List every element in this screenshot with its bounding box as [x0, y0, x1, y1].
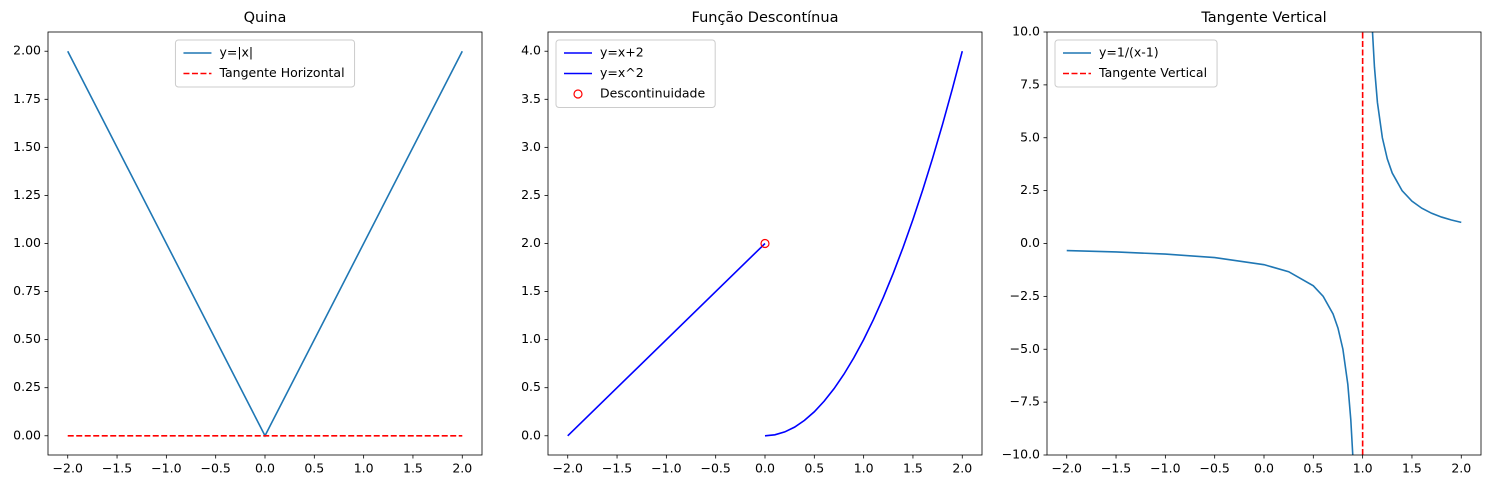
x-tick-label: 1.5 — [1402, 461, 1422, 476]
x-tick-label: −0.5 — [201, 461, 231, 476]
legend-box — [174, 39, 356, 88]
x-tick-label: 1.0 — [854, 461, 874, 476]
y-tick-label: 0.75 — [13, 283, 41, 298]
legend-label: Descontinuidade — [600, 86, 705, 101]
plot-area — [567, 51, 964, 437]
plot-area — [1066, 32, 1462, 455]
legend-box — [1054, 39, 1218, 88]
x-tick-label: −1.0 — [651, 461, 681, 476]
y-tick-label: −10.0 — [1002, 447, 1040, 462]
legend-label: Tangente Horizontal — [218, 65, 344, 80]
y-tick-label: 1.50 — [13, 139, 41, 154]
y-tick-label: 3.0 — [521, 139, 541, 154]
x-tick-label: 1.0 — [354, 461, 374, 476]
x-tick-label: −0.5 — [1200, 461, 1230, 476]
x-tick-label: −1.0 — [151, 461, 181, 476]
y-tick-label: 10.0 — [1012, 24, 1040, 39]
x-tick-label: 2.0 — [952, 461, 972, 476]
x-tick-label: −1.5 — [1101, 461, 1131, 476]
x-tick-label: −1.0 — [1150, 461, 1180, 476]
subplot-title: Função Descontínua — [692, 10, 839, 26]
y-tick-label: 1.00 — [13, 235, 41, 250]
y-tick-label: 2.00 — [13, 43, 41, 58]
y-tick-label: 1.25 — [13, 187, 41, 202]
plot-area — [67, 50, 463, 438]
subplot-title: Tangente Vertical — [1200, 10, 1326, 26]
subplot: Função Descontínua −2.0 −1.5 −1.0 −0.5 0.0 0.5… — [521, 10, 983, 476]
legend-label: y=|x| — [219, 45, 253, 60]
x-tick-label: 1.5 — [903, 461, 923, 476]
line — [764, 51, 964, 437]
y-tick-label: 0.25 — [13, 379, 41, 394]
y-tick-label: 1.0 — [521, 331, 541, 346]
marker — [760, 238, 770, 249]
axes-frame — [1046, 31, 1482, 456]
x-tick-label: 0.0 — [1254, 461, 1274, 476]
x-tick-label: −2.0 — [1052, 461, 1082, 476]
legend-label: y=1/(x-1) — [1099, 45, 1159, 60]
legend-label: Tangente Vertical — [1098, 65, 1207, 80]
y-tick-label: 5.0 — [1020, 129, 1040, 144]
y-tick-label: −2.5 — [1010, 288, 1040, 303]
x-tick-label: 1.5 — [403, 461, 423, 476]
subplot-title: Quina — [244, 10, 287, 26]
x-tick-label: −0.5 — [701, 461, 731, 476]
legend-box — [555, 39, 716, 108]
x-tick-label: 2.0 — [452, 461, 472, 476]
x-tick-label: −2.0 — [553, 461, 583, 476]
legend: y=x+2 y=x^2 Descontinuidade — [555, 39, 716, 108]
x-tick-label: −1.5 — [602, 461, 632, 476]
y-tick-label: 0.0 — [1020, 235, 1040, 250]
y-tick-label: 1.5 — [521, 283, 541, 298]
axes-frame — [47, 31, 483, 456]
y-tick-label: −7.5 — [1010, 394, 1040, 409]
axes-frame — [547, 31, 983, 456]
y-tick-label: 2.0 — [521, 235, 541, 250]
line — [67, 50, 463, 438]
x-tick-label: 0.5 — [804, 461, 824, 476]
line — [567, 242, 766, 437]
x-tick-label: 2.0 — [1451, 461, 1471, 476]
x-tick-label: 0.5 — [304, 461, 324, 476]
x-tick-label: −2.0 — [53, 461, 83, 476]
subplot: Tangente Vertical −2.0 −1.5 −1.0 −0.5 0.0 0.5 1… — [1002, 10, 1482, 476]
legend: y=1/(x-1) Tangente Vertical — [1054, 39, 1218, 88]
legend: y=|x| Tangente Horizontal — [174, 39, 356, 88]
y-tick-label: 0.5 — [521, 379, 541, 394]
y-tick-label: 3.5 — [521, 91, 541, 106]
y-tick-label: 0.0 — [521, 427, 541, 442]
x-tick-label: 0.0 — [755, 461, 775, 476]
y-tick-label: 0.00 — [13, 427, 41, 442]
x-tick-label: 1.0 — [1353, 461, 1373, 476]
y-tick-label: −5.0 — [1010, 341, 1040, 356]
legend-label: y=x^2 — [600, 65, 644, 80]
x-tick-label: 0.5 — [1303, 461, 1323, 476]
y-tick-label: 2.5 — [521, 187, 541, 202]
x-tick-label: 0.0 — [255, 461, 275, 476]
subplot: Quina −2.0 −1.5 −1.0 −0.5 0.0 0.5 1.0 1.5 2.0 0.00… — [13, 10, 483, 476]
legend-swatch — [573, 89, 583, 99]
y-tick-label: 4.0 — [521, 43, 541, 58]
y-tick-label: 7.5 — [1020, 76, 1040, 91]
y-tick-label: 2.5 — [1020, 182, 1040, 197]
line — [1066, 32, 1462, 455]
legend-label: y=x+2 — [600, 45, 644, 60]
y-tick-label: 1.75 — [13, 91, 41, 106]
x-tick-label: −1.5 — [102, 461, 132, 476]
y-tick-label: 0.50 — [13, 331, 41, 346]
